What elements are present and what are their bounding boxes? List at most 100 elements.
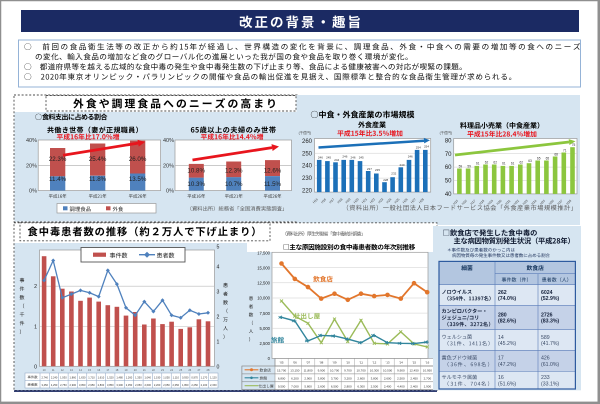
svg-text:2,400: 2,400 xyxy=(410,385,418,389)
svg-text:4,250: 4,250 xyxy=(51,383,58,387)
svg-text:61: 61 xyxy=(476,162,480,166)
svg-text:11: 11 xyxy=(52,368,55,372)
svg-text:5,800: 5,800 xyxy=(304,385,312,389)
svg-text:10,500: 10,500 xyxy=(383,369,393,373)
svg-text:10,700: 10,700 xyxy=(357,369,367,373)
svg-text:23: 23 xyxy=(161,368,164,372)
svg-text:260: 260 xyxy=(302,139,313,145)
svg-text:10,000: 10,000 xyxy=(257,296,270,301)
svg-text:62: 62 xyxy=(485,160,489,164)
svg-text:27: 27 xyxy=(197,368,200,372)
svg-text:11,800: 11,800 xyxy=(304,369,313,373)
svg-text:H26: H26 xyxy=(402,197,409,204)
svg-text:1,900: 1,900 xyxy=(424,385,432,389)
svg-text:40%: 40% xyxy=(26,138,37,144)
svg-text:21: 21 xyxy=(143,368,146,372)
svg-text:1,350: 1,350 xyxy=(135,376,142,380)
svg-text:2,050: 2,050 xyxy=(173,383,180,387)
svg-text:H19: H19 xyxy=(345,197,352,204)
svg-text:2,950: 2,950 xyxy=(88,383,95,387)
svg-text:235: 235 xyxy=(375,168,380,172)
svg-text:1,630: 1,630 xyxy=(79,376,86,380)
svg-text:7,500: 7,500 xyxy=(260,311,271,316)
svg-text:9,900: 9,900 xyxy=(397,369,405,373)
svg-text:10.8%: 10.8% xyxy=(187,167,205,174)
svg-text:246: 246 xyxy=(318,156,323,160)
svg-text:'07: '07 xyxy=(306,361,310,365)
svg-text:17: 17 xyxy=(498,356,504,362)
svg-text:233: 233 xyxy=(541,375,550,381)
svg-text:2,900: 2,900 xyxy=(304,377,312,381)
svg-text:240: 240 xyxy=(399,163,404,167)
svg-text:6024: 6024 xyxy=(541,290,553,296)
svg-text:1,040: 1,040 xyxy=(144,376,151,380)
svg-text:230: 230 xyxy=(302,176,313,182)
svg-text:3,850: 3,850 xyxy=(107,383,114,387)
svg-text:5,000: 5,000 xyxy=(260,326,271,331)
svg-text:3,450: 3,450 xyxy=(41,383,48,387)
svg-text:262: 262 xyxy=(498,290,507,296)
svg-text:H23: H23 xyxy=(522,199,529,206)
svg-text:H27: H27 xyxy=(557,199,564,206)
svg-text:240: 240 xyxy=(302,164,313,170)
svg-text:2,800: 2,800 xyxy=(98,383,105,387)
svg-text:10,950: 10,950 xyxy=(423,369,433,373)
svg-text:18: 18 xyxy=(115,368,118,372)
svg-text:15,700: 15,700 xyxy=(277,369,287,373)
svg-text:'05: '05 xyxy=(280,361,284,365)
svg-text:'11: '11 xyxy=(359,361,363,365)
svg-text:13,150: 13,150 xyxy=(290,369,300,373)
svg-text:60: 60 xyxy=(445,165,452,171)
svg-text:15,000: 15,000 xyxy=(257,266,270,271)
svg-text:14: 14 xyxy=(498,335,504,341)
svg-text:1: 1 xyxy=(34,325,37,331)
svg-text:11.5%: 11.5% xyxy=(264,181,282,188)
svg-text:228: 228 xyxy=(383,178,388,182)
svg-text:65: 65 xyxy=(537,156,541,160)
svg-text:3,300: 3,300 xyxy=(116,383,123,387)
svg-text:(74.0%): (74.0%) xyxy=(498,296,516,302)
svg-text:4,400: 4,400 xyxy=(397,385,405,389)
svg-text:H21: H21 xyxy=(361,197,368,204)
svg-text:246: 246 xyxy=(408,154,413,158)
svg-text:1,520: 1,520 xyxy=(107,376,114,380)
svg-text:'06: '06 xyxy=(293,361,297,365)
svg-text:1,050: 1,050 xyxy=(163,376,170,380)
svg-text:2,150: 2,150 xyxy=(210,383,217,387)
svg-text:12,450: 12,450 xyxy=(410,369,420,373)
svg-text:40: 40 xyxy=(445,192,452,198)
svg-text:25.4%: 25.4% xyxy=(89,156,107,163)
svg-text:12.3%: 12.3% xyxy=(225,167,243,174)
svg-text:232: 232 xyxy=(391,172,396,176)
svg-text:20%: 20% xyxy=(26,163,37,169)
svg-text:28: 28 xyxy=(207,368,210,372)
svg-text:6,200: 6,200 xyxy=(291,377,299,381)
svg-text:2: 2 xyxy=(217,315,220,321)
svg-text:H19: H19 xyxy=(487,199,494,206)
svg-text:H24: H24 xyxy=(530,199,537,206)
svg-text:H26: H26 xyxy=(548,199,555,206)
svg-text:0: 0 xyxy=(268,356,271,361)
svg-text:2,350: 2,350 xyxy=(126,383,133,387)
svg-text:0%: 0% xyxy=(166,189,174,195)
svg-text:'09: '09 xyxy=(333,361,337,365)
svg-text:1,260: 1,260 xyxy=(126,376,133,380)
svg-text:H17: H17 xyxy=(328,197,335,204)
svg-text:2726: 2726 xyxy=(541,312,553,318)
svg-text:H23: H23 xyxy=(377,197,384,204)
svg-text:H22: H22 xyxy=(369,197,376,204)
svg-text:589: 589 xyxy=(541,335,550,341)
svg-text:10,300: 10,300 xyxy=(370,369,380,373)
svg-text:2,900: 2,900 xyxy=(70,383,77,387)
svg-text:12,500: 12,500 xyxy=(257,281,270,286)
svg-text:70: 70 xyxy=(445,152,452,158)
svg-text:1,120: 1,120 xyxy=(210,376,217,380)
svg-text:0: 0 xyxy=(34,364,37,370)
svg-text:20: 20 xyxy=(134,368,137,372)
svg-text:1,860: 1,860 xyxy=(70,376,77,380)
svg-text:26.0%: 26.0% xyxy=(129,156,147,163)
svg-text:1,110: 1,110 xyxy=(173,376,180,380)
svg-text:2,600: 2,600 xyxy=(318,385,326,389)
svg-text:10.3%: 10.3% xyxy=(187,181,205,188)
svg-text:H28: H28 xyxy=(418,197,425,204)
